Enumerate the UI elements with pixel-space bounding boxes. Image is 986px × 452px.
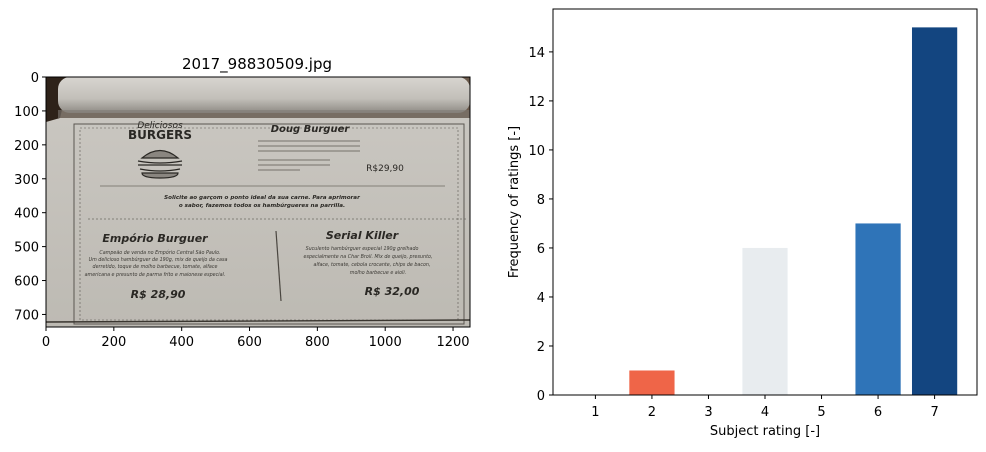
image-y-tick-label: 400 bbox=[14, 207, 39, 222]
image-y-tick-label: 300 bbox=[14, 173, 39, 188]
chart-y-ticks: 0 2 4 6 8 10 12 14 bbox=[528, 46, 553, 404]
photo-header-script: Deliciosos bbox=[137, 121, 183, 131]
photo-left-item-name: Empório Burguer bbox=[102, 232, 208, 245]
menu-bottom-edge bbox=[46, 319, 470, 323]
burger-illustration bbox=[137, 149, 183, 179]
image-y-tick-label: 500 bbox=[14, 241, 39, 256]
chart-y-tick-label: 2 bbox=[537, 340, 545, 355]
chart-x-tick-label: 6 bbox=[874, 405, 882, 420]
image-x-tick-label: 1200 bbox=[436, 335, 469, 350]
photo-left-desc-1: Campeão de venda no Empório Central São … bbox=[99, 249, 220, 256]
photo-header-doug: Doug Burguer bbox=[271, 124, 351, 135]
image-x-ticks: 0 200 400 600 800 1000 1200 bbox=[42, 327, 470, 350]
photo-right-item-name: Serial Killer bbox=[326, 229, 399, 242]
image-y-ticks: 0 100 200 300 400 500 600 700 bbox=[14, 71, 46, 323]
y-axis-label: Frequency of ratings [-] bbox=[507, 126, 522, 278]
bar-rating-6 bbox=[855, 223, 901, 395]
image-x-tick-label: 800 bbox=[305, 335, 330, 350]
rolled-page bbox=[58, 77, 470, 113]
image-x-tick-label: 600 bbox=[237, 335, 262, 350]
image-x-tick-label: 0 bbox=[42, 335, 50, 350]
header-right-desc-lines bbox=[258, 140, 360, 171]
image-y-tick-label: 600 bbox=[14, 275, 39, 290]
image-y-tick-label: 200 bbox=[14, 139, 39, 154]
bar-rating-2 bbox=[629, 370, 675, 395]
photo-left-desc-4: americana e presunto de parma frito e ma… bbox=[85, 272, 226, 278]
chart-x-tick-label: 2 bbox=[648, 405, 656, 420]
page-shadow bbox=[58, 110, 470, 118]
photo-right-desc-1: Suculento hambúrguer especial 190g grelh… bbox=[306, 245, 419, 252]
x-axis-label: Subject rating [-] bbox=[710, 424, 820, 439]
chart-x-tick-label: 3 bbox=[704, 405, 712, 420]
image-y-tick-label: 0 bbox=[31, 71, 39, 86]
menu-photo: Deliciosos BURGERS Doug Burguer bbox=[46, 77, 470, 327]
chart-y-tick-label: 14 bbox=[528, 46, 545, 61]
chart-x-tick-label: 4 bbox=[761, 405, 769, 420]
menu-border bbox=[73, 123, 465, 325]
chart-x-tick-label: 1 bbox=[591, 405, 599, 420]
chart-y-tick-label: 0 bbox=[537, 389, 545, 404]
chart-y-tick-label: 6 bbox=[537, 242, 545, 257]
image-x-tick-label: 200 bbox=[101, 335, 126, 350]
bar-rating-7 bbox=[911, 27, 958, 396]
photo-right-desc-3: alface, tomate, cebola crocante, chips d… bbox=[314, 262, 431, 268]
photo-right-desc-4: molho barbecue e aioli. bbox=[350, 270, 406, 276]
photo-tagline-1: Solicite ao garçom o ponto ideal da sua … bbox=[164, 195, 361, 201]
image-y-tick-label: 100 bbox=[14, 105, 39, 120]
image-y-tick-label: 700 bbox=[14, 308, 39, 323]
chart-x-tick-label: 5 bbox=[817, 405, 825, 420]
photo-tagline-2: o sabor, fazemos todos os hambúrgueres n… bbox=[179, 202, 345, 209]
chart-y-tick-label: 4 bbox=[537, 291, 545, 306]
photo-left-price: R$ 28,90 bbox=[131, 288, 186, 301]
bar-rating-4 bbox=[742, 247, 788, 395]
chart-x-ticks: 1 2 3 4 5 6 7 bbox=[591, 395, 939, 420]
photo-left-desc-3: derretido, toque de molho barbecue, toma… bbox=[93, 264, 218, 270]
divider-vertical bbox=[275, 230, 282, 302]
photo-header-price: R$29,90 bbox=[366, 164, 404, 174]
photo-right-desc-2: especialmente na Char Broil. Mix de quei… bbox=[304, 254, 433, 260]
image-x-tick-label: 1000 bbox=[369, 335, 402, 350]
image-axes-frame bbox=[45, 76, 471, 328]
chart-y-tick-label: 10 bbox=[528, 144, 545, 159]
menu-border-inner bbox=[79, 127, 459, 321]
chart-y-tick-label: 8 bbox=[537, 193, 545, 208]
photo-right-price: R$ 32,00 bbox=[365, 285, 420, 298]
photo-left-desc-2: Um delicioso hambúrguer de 190g, mix de … bbox=[89, 256, 228, 263]
chart-y-tick-label: 12 bbox=[528, 95, 545, 110]
image-title: 2017_98830509.jpg bbox=[182, 55, 332, 74]
bars bbox=[629, 27, 958, 396]
image-x-tick-label: 400 bbox=[169, 335, 194, 350]
photo-header-burgers: BURGERS bbox=[128, 128, 192, 142]
chart-x-tick-label: 7 bbox=[930, 405, 938, 420]
image-panel: 2017_98830509.jpg bbox=[14, 55, 471, 350]
